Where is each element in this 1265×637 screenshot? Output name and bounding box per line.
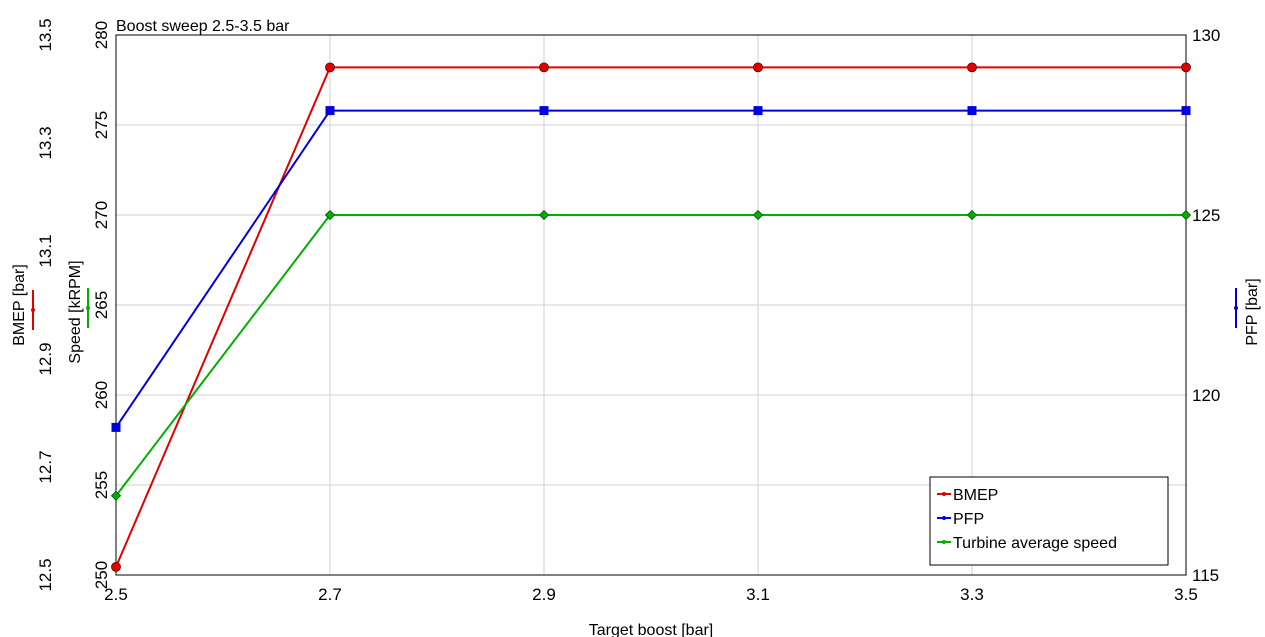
speed-tick-label: 255 xyxy=(92,471,111,499)
legend-entry: PFP xyxy=(937,511,984,528)
x-tick-label: 3.3 xyxy=(960,585,984,604)
bmep-line xyxy=(115,66,1186,568)
series-pfp xyxy=(111,106,1191,432)
bmep-point xyxy=(111,562,121,572)
legend-label: Turbine average speed xyxy=(953,535,1117,552)
x-tick-label: 2.7 xyxy=(318,585,342,604)
bmep-tick-label: 13.1 xyxy=(36,234,55,267)
legend-label: BMEP xyxy=(953,487,998,504)
bmep-point xyxy=(325,62,335,73)
speed-tick-label: 270 xyxy=(92,201,111,229)
series-bmep xyxy=(111,62,1191,572)
legend-label: PFP xyxy=(953,511,984,528)
bmep-axis-label: BMEP [bar] xyxy=(11,264,28,346)
pfp-tick-label: 115 xyxy=(1192,566,1219,585)
pfp-axis-swatch-marker xyxy=(1234,306,1238,310)
speed-tick-label: 265 xyxy=(92,291,111,319)
series-speed xyxy=(110,209,1192,501)
speed-axis-label: Speed [kRPM] xyxy=(67,260,84,363)
pfp-tick-label: 125 xyxy=(1192,206,1220,225)
x-axis-label: Target boost [bar] xyxy=(589,622,714,637)
speed-point xyxy=(752,209,764,221)
bmep-point xyxy=(967,62,977,73)
x-tick-label: 3.1 xyxy=(746,585,770,604)
legend-swatch-marker xyxy=(942,492,946,496)
bmep-axis-label-group: BMEP [bar] xyxy=(11,264,35,346)
pfp-axis-label-group: PFP [bar] xyxy=(1234,278,1261,346)
series-layer xyxy=(110,62,1192,572)
x-tick-label: 3.5 xyxy=(1174,585,1198,604)
bmep-tick-label: 12.9 xyxy=(36,342,55,375)
legend-swatch-marker xyxy=(942,540,946,544)
plot-frame xyxy=(115,34,1187,576)
speed-point xyxy=(966,209,978,221)
speed-point xyxy=(324,209,336,221)
legend-box xyxy=(929,476,1169,566)
speed-point xyxy=(538,209,550,221)
bmep-point xyxy=(753,62,763,73)
legend-entries: BMEP PFP Turbine average speed xyxy=(937,487,1117,552)
speed-tick-label: 280 xyxy=(92,21,111,49)
pfp-line xyxy=(115,109,1186,428)
legend-entry: BMEP xyxy=(937,487,998,504)
speed-line xyxy=(115,214,1186,497)
tick-labels: 2.5 2.7 2.9 3.1 3.3 3.5 250 255 260 265 270 275 280 1… xyxy=(36,18,1220,604)
bmep-point xyxy=(1181,62,1191,73)
pfp-tick-label: 120 xyxy=(1192,386,1220,405)
pfp-point xyxy=(1181,106,1191,116)
speed-tick-label: 250 xyxy=(92,561,111,589)
legend-entry: Turbine average speed xyxy=(937,535,1117,552)
bmep-tick-label: 13.5 xyxy=(36,18,55,51)
legend-swatch-marker xyxy=(942,516,946,520)
pfp-point xyxy=(111,422,121,432)
speed-point xyxy=(1180,209,1192,221)
x-tick-label: 2.9 xyxy=(532,585,556,604)
speed-axis-label-group: Speed [kRPM] xyxy=(67,260,90,364)
pfp-point xyxy=(539,106,549,116)
speed-point xyxy=(110,490,122,501)
speed-axis-swatch-marker xyxy=(86,306,90,310)
bmep-point xyxy=(539,62,549,73)
bmep-tick-label: 13.3 xyxy=(36,126,55,159)
pfp-point xyxy=(753,106,763,116)
speed-tick-label: 260 xyxy=(92,381,111,409)
pfp-point xyxy=(325,106,335,116)
bmep-axis-swatch-marker xyxy=(31,308,35,312)
legend: BMEP PFP Turbine average speed xyxy=(929,476,1169,566)
x-tick-label: 2.5 xyxy=(104,585,128,604)
bmep-tick-label: 12.5 xyxy=(36,558,55,591)
pfp-axis-label: PFP [bar] xyxy=(1244,278,1261,345)
speed-tick-label: 275 xyxy=(92,111,111,139)
bmep-tick-label: 12.7 xyxy=(36,450,55,483)
chart-title: Boost sweep 2.5-3.5 bar xyxy=(116,18,290,35)
pfp-tick-label: 130 xyxy=(1192,26,1220,45)
grid xyxy=(116,35,1186,575)
pfp-point xyxy=(967,106,977,116)
